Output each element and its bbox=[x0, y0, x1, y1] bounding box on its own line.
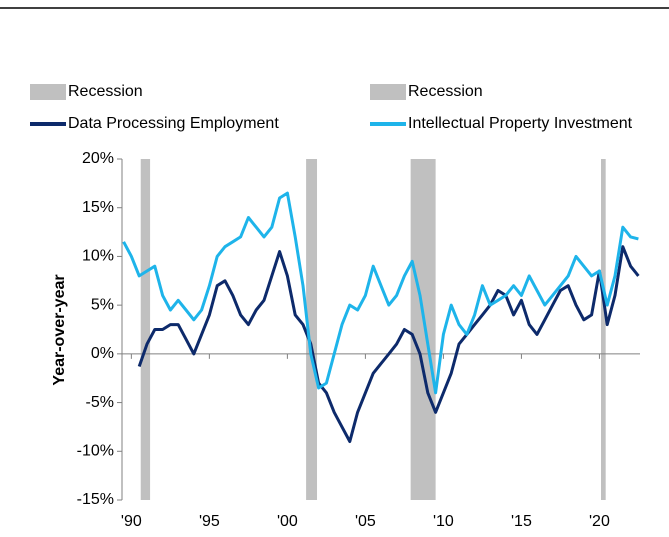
x-tick-label: '90 bbox=[121, 513, 142, 530]
recession-band bbox=[306, 159, 318, 500]
x-tick-label: '00 bbox=[277, 513, 298, 530]
x-tick-label: '05 bbox=[355, 513, 376, 530]
x-tick-label: '10 bbox=[433, 513, 454, 530]
y-tick-label: -15% bbox=[77, 491, 114, 508]
y-tick-label: -5% bbox=[86, 394, 114, 411]
y-tick-label: 10% bbox=[82, 248, 114, 265]
x-tick-label: '15 bbox=[511, 513, 532, 530]
y-tick-label: 5% bbox=[91, 296, 114, 313]
y-tick-label: 0% bbox=[91, 345, 114, 362]
series-line bbox=[122, 191, 639, 395]
legend-swatch bbox=[30, 84, 66, 100]
series-line bbox=[137, 245, 640, 443]
y-tick-label: 20% bbox=[82, 150, 114, 167]
x-tick-label: '20 bbox=[589, 513, 610, 530]
legend-swatch bbox=[370, 84, 406, 100]
legend-label: Recession bbox=[408, 83, 483, 100]
y-tick-label: 15% bbox=[82, 199, 114, 216]
recession-band bbox=[140, 159, 151, 500]
y-tick-label: -10% bbox=[77, 443, 114, 460]
x-tick-label: '95 bbox=[199, 513, 220, 530]
legend-label: Recession bbox=[68, 83, 143, 100]
legend-label: Intellectual Property Investment bbox=[408, 115, 633, 132]
y-axis-label: Year-over-year bbox=[51, 274, 68, 385]
recession-band bbox=[410, 159, 436, 500]
legend-label: Data Processing Employment bbox=[68, 115, 279, 132]
recession-band bbox=[600, 159, 606, 500]
